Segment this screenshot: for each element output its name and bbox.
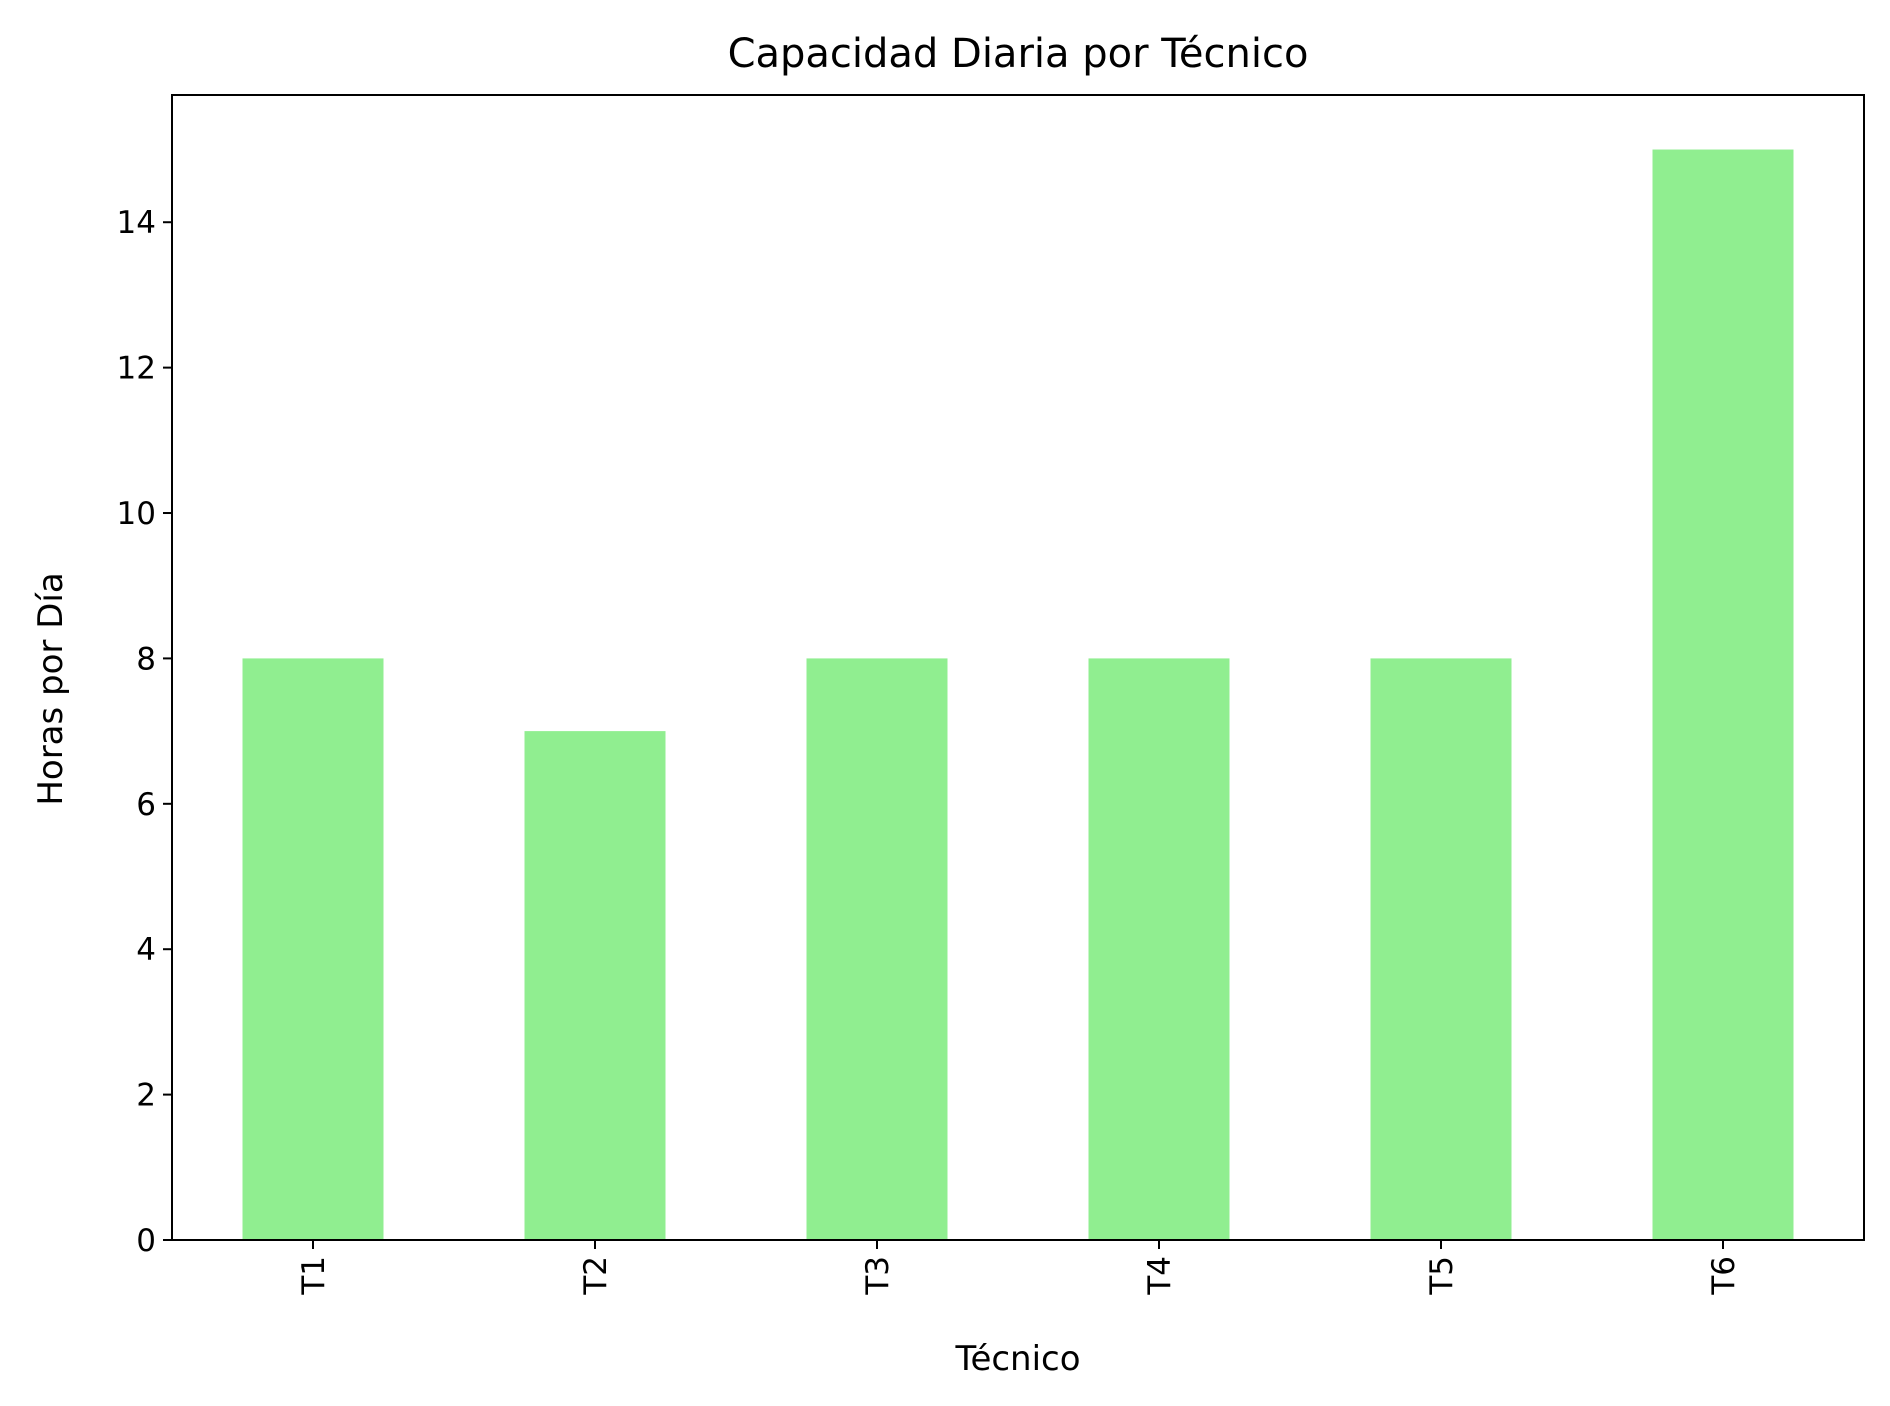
y-tick-label: 4: [136, 932, 156, 968]
plot-frame: [171, 94, 1865, 1241]
bars-group: [242, 149, 1794, 1240]
x-tick-label: T2: [578, 1256, 614, 1296]
y-axis: 0 2 4 6 8 10 12 14: [117, 205, 172, 1259]
y-tick-label: 8: [136, 641, 156, 677]
y-tick-label: 10: [117, 496, 156, 532]
x-tick-label: T5: [1424, 1256, 1460, 1296]
bar-t5: [1370, 658, 1512, 1240]
x-axis-label: Técnico: [954, 1339, 1080, 1379]
chart-title: Capacidad Diaria por Técnico: [728, 31, 1309, 77]
y-axis-label: Horas por Día: [31, 572, 71, 805]
y-tick-label: 2: [136, 1078, 156, 1114]
x-tick-label: T6: [1706, 1256, 1742, 1296]
x-axis: T1 T2 T3 T4 T5 T6: [296, 1240, 1742, 1296]
x-tick-label: T3: [860, 1256, 896, 1296]
y-tick-label: 6: [136, 787, 156, 823]
y-tick-label: 12: [117, 351, 156, 387]
bar-t3: [806, 658, 948, 1240]
bar-t2: [524, 731, 666, 1240]
bar-t1: [242, 658, 384, 1240]
bar-t4: [1088, 658, 1230, 1240]
x-tick-label: T4: [1142, 1256, 1178, 1296]
y-tick-label: 14: [117, 205, 156, 241]
y-tick-label: 0: [136, 1223, 156, 1259]
x-tick-label: T1: [296, 1256, 332, 1296]
bar-t6: [1652, 149, 1794, 1240]
